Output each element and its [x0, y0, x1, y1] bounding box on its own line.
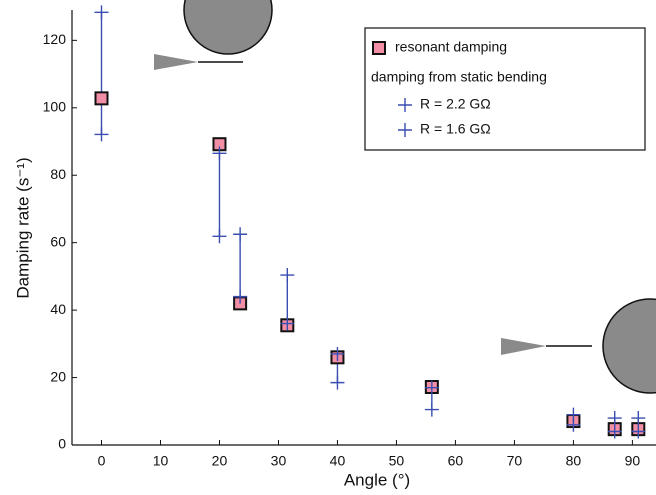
cross-marker: [631, 411, 646, 426]
legend-label: R = 1.6 GΩ: [420, 121, 491, 137]
legend-marker: [398, 98, 412, 112]
cross-marker: [424, 380, 439, 395]
legend-marker: [398, 123, 412, 137]
x-tick-label: 70: [507, 453, 523, 469]
y-tick-label: 40: [50, 301, 66, 317]
cross-marker: [631, 424, 646, 439]
y-axis-label: Damping rate (s⁻¹): [13, 157, 32, 298]
x-tick-label: 80: [566, 453, 582, 469]
legend-marker: [372, 41, 386, 55]
cross-marker: [94, 127, 109, 142]
y-tick-label: 120: [43, 31, 67, 47]
cross-marker: [212, 146, 227, 161]
cross-marker: [233, 289, 248, 304]
legend-label: R = 2.2 GΩ: [420, 96, 491, 112]
x-tick-label: 60: [448, 453, 464, 469]
sphere-illustration: [183, 0, 273, 55]
cross-marker: [233, 227, 248, 242]
x-axis-label: Angle (°): [344, 470, 410, 489]
cross-marker: [94, 5, 109, 20]
cross-marker: [607, 424, 622, 439]
x-tick-label: 90: [625, 453, 641, 469]
x-tick-label: 40: [330, 453, 346, 469]
cross-marker: [280, 316, 295, 331]
y-tick-label: 60: [50, 233, 66, 249]
y-tick-label: 20: [50, 368, 66, 384]
y-tick-label: 80: [50, 166, 66, 182]
cross-marker: [566, 417, 581, 432]
x-tick-label: 10: [153, 453, 169, 469]
square-marker: [94, 91, 109, 106]
sphere-illustration: [602, 298, 656, 394]
x-tick-label: 20: [212, 453, 228, 469]
cantilever-tip: [501, 338, 546, 355]
x-tick-label: 30: [271, 453, 287, 469]
x-tick-label: 50: [389, 453, 405, 469]
cross-marker: [607, 411, 622, 426]
cross-marker: [330, 375, 345, 390]
legend-label: resonant damping: [395, 39, 507, 55]
cross-marker: [330, 346, 345, 361]
legend-subtitle: damping from static bending: [371, 69, 547, 85]
cross-marker: [280, 268, 295, 283]
x-tick-label: 0: [98, 453, 106, 469]
y-tick-label: 0: [58, 436, 66, 452]
y-tick-label: 100: [43, 98, 67, 114]
cross-marker: [424, 402, 439, 417]
cantilever-tip: [154, 54, 198, 70]
cross-marker: [212, 229, 227, 244]
